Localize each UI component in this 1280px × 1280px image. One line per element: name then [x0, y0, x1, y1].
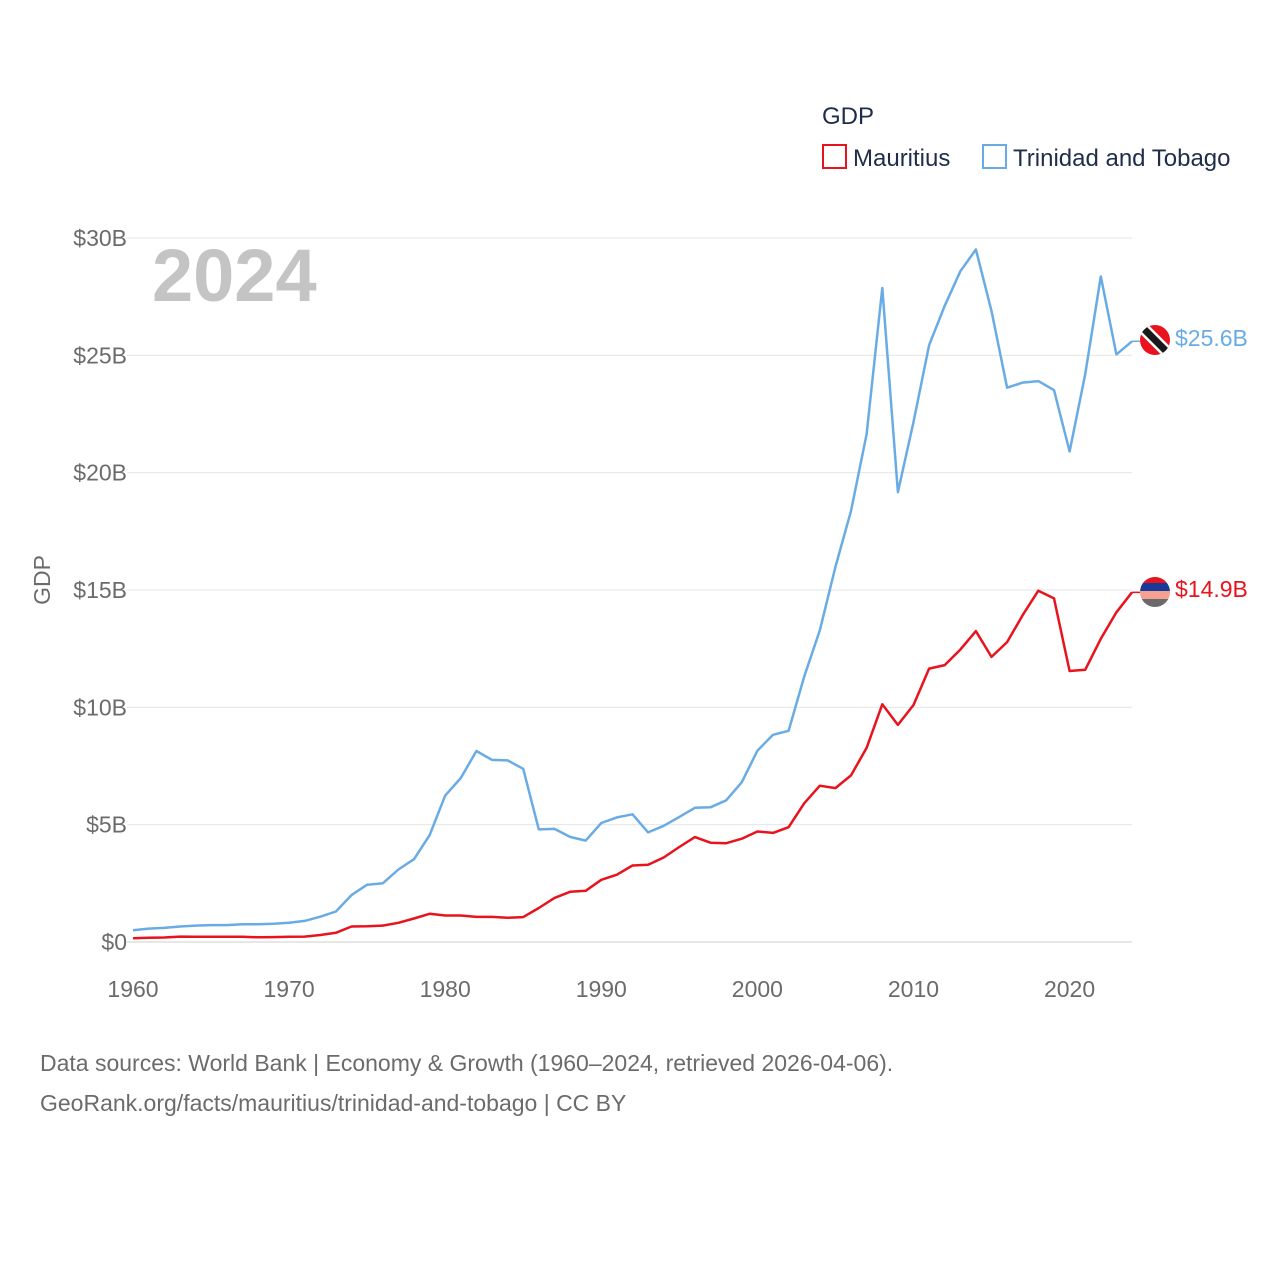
y-tick-label: $30B	[73, 225, 127, 251]
year-label: 2024	[152, 234, 317, 317]
y-tick-label: $20B	[73, 460, 127, 486]
x-tick-label: 1980	[420, 976, 471, 1002]
legend-swatch-trinidad-and-tobago	[982, 144, 1007, 169]
gridlines	[127, 237, 1132, 943]
legend-title: GDP	[822, 103, 874, 130]
x-tick-label: 2000	[732, 976, 783, 1002]
mauritius-flag-icon	[1140, 577, 1170, 607]
end-value-trinidad-and-tobago: $25.6B	[1175, 325, 1248, 351]
end-value-mauritius: $14.9B	[1175, 576, 1248, 602]
y-tick-label: $15B	[73, 577, 127, 603]
series-lines	[132, 248, 1140, 940]
x-tick-label: 2010	[888, 976, 939, 1002]
legend-item-mauritius[interactable]: Mauritius	[822, 144, 950, 172]
x-tick-label: 1960	[107, 976, 158, 1002]
source-line-2: GeoRank.org/facts/mauritius/trinidad-and…	[40, 1090, 627, 1116]
series-line-trinidad-and-tobago	[132, 248, 1133, 932]
data-source-note: Data sources: World Bank | Economy & Gro…	[40, 1043, 893, 1123]
trinidad-and-tobago-flag-icon	[1140, 325, 1170, 355]
series-line-mauritius	[132, 589, 1133, 940]
y-axis-label: GDP	[29, 555, 55, 605]
y-tick-label: $10B	[73, 694, 127, 720]
x-axis-ticks: 1960 1970 1980 1990 2000 2010 2020	[107, 976, 1095, 1002]
legend-swatch-mauritius	[822, 144, 847, 169]
x-tick-label: 1970	[264, 976, 315, 1002]
x-tick-label: 2020	[1044, 976, 1095, 1002]
source-line-1: Data sources: World Bank | Economy & Gro…	[40, 1050, 894, 1076]
x-tick-label: 1990	[576, 976, 627, 1002]
y-tick-label: $0	[101, 929, 127, 955]
legend-label-mauritius: Mauritius	[853, 145, 950, 172]
y-axis-ticks: $0 $5B $10B $15B $20B $25B $30B	[73, 225, 127, 955]
legend-label-trinidad-and-tobago: Trinidad and Tobago	[1013, 145, 1231, 172]
y-tick-label: $5B	[86, 812, 127, 838]
y-tick-label: $25B	[73, 342, 127, 368]
legend-item-trinidad-and-tobago[interactable]: Trinidad and Tobago	[982, 144, 1231, 172]
